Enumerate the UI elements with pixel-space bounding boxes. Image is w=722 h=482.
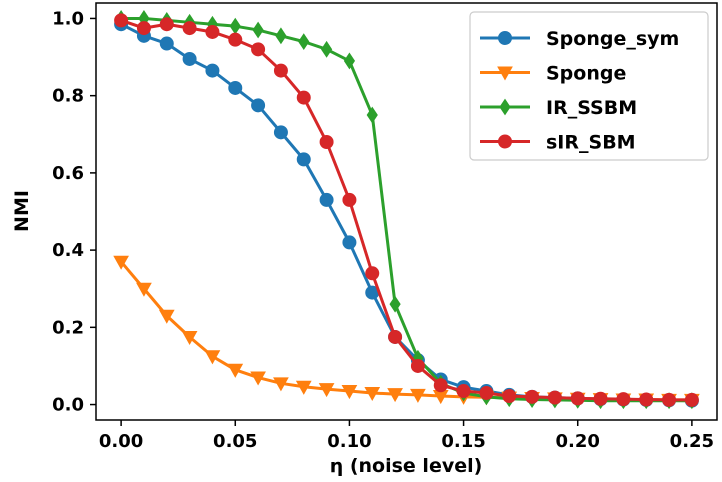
y-tick-label: 1.0 (52, 8, 84, 29)
data-point (114, 13, 129, 28)
data-point (227, 363, 244, 378)
data-point (159, 17, 174, 32)
y-tick-label: 0.2 (52, 317, 84, 338)
data-point (479, 385, 494, 400)
data-point (113, 255, 129, 270)
data-point (204, 350, 221, 365)
legend-items: Sponge_sym Sponge IR_SSBM sIR_SBM (480, 28, 679, 154)
data-point (136, 21, 151, 36)
series-sIR_SBM (114, 13, 699, 407)
legend-entry: IR_SSBM (480, 97, 637, 119)
data-point (182, 21, 197, 36)
axis-ticks: 0.00 0.05 0.10 0.15 0.20 0.25 0.0 0.2 0.4 0.6 0.8 1… (52, 8, 714, 452)
x-tick-label: 0.25 (670, 431, 714, 452)
x-tick-label: 0.10 (327, 431, 371, 452)
data-point (433, 378, 448, 393)
data-point (547, 390, 562, 405)
data-point (525, 389, 540, 404)
data-point (410, 388, 426, 403)
data-point (662, 392, 677, 407)
data-point (320, 40, 333, 58)
x-axis-label: η (noise level) (330, 455, 483, 477)
legend-marker (499, 98, 511, 116)
data-point (410, 358, 425, 373)
data-point (205, 63, 220, 78)
data-point (570, 391, 585, 406)
data-point (296, 90, 311, 105)
legend-entry: Sponge (480, 63, 626, 85)
legend: Sponge_sym Sponge IR_SSBM sIR_SBM (469, 11, 709, 161)
legend-marker (497, 66, 513, 81)
data-point (250, 371, 266, 386)
data-point (343, 52, 356, 70)
data-point (318, 383, 335, 398)
data-point (342, 192, 357, 207)
y-tick-label: 0.6 (52, 163, 84, 184)
data-point (639, 392, 654, 407)
data-point (684, 392, 699, 407)
legend-marker (498, 31, 512, 45)
y-tick-label: 0.4 (52, 240, 84, 261)
data-point (158, 309, 175, 324)
data-point (182, 51, 197, 66)
data-point (365, 266, 380, 281)
data-point (616, 392, 631, 407)
data-point (228, 32, 243, 47)
data-point (319, 135, 334, 149)
legend-label: Sponge (546, 63, 626, 85)
legend-entry: Sponge_sym (480, 28, 679, 50)
y-tick-label: 0.8 (52, 86, 84, 107)
data-point (366, 106, 378, 124)
x-tick-label: 0.20 (556, 431, 600, 452)
data-point (229, 17, 241, 35)
x-tick-label: 0.00 (99, 431, 143, 452)
data-point (296, 152, 311, 167)
data-point (388, 329, 403, 344)
data-point (273, 63, 288, 78)
legend-box (469, 11, 709, 161)
series-layer (113, 10, 700, 410)
legend-label: Sponge_sym (546, 28, 679, 50)
legend-label: sIR_SBM (546, 132, 636, 154)
y-axis-label: NMI (11, 190, 33, 232)
data-point (228, 80, 243, 95)
y-tick-label: 0.0 (52, 395, 84, 416)
data-point (251, 42, 266, 57)
data-point (295, 380, 312, 395)
data-point (389, 295, 401, 313)
legend-marker (498, 134, 512, 149)
data-point (273, 377, 289, 392)
legend-label: IR_SSBM (546, 97, 637, 119)
data-point (273, 125, 288, 140)
data-point (593, 391, 608, 406)
data-point (205, 24, 220, 39)
data-point (456, 384, 471, 399)
legend-entry: sIR_SBM (480, 132, 636, 154)
plot-frame (95, 2, 718, 421)
x-tick-label: 0.05 (213, 431, 257, 452)
data-point (159, 36, 174, 51)
data-point (136, 282, 152, 297)
x-tick-label: 0.15 (441, 431, 485, 452)
data-point (319, 192, 334, 207)
data-point (341, 385, 358, 400)
data-point (275, 27, 287, 45)
data-point (251, 98, 266, 113)
data-point (298, 33, 310, 51)
data-point (387, 388, 403, 403)
data-point (364, 386, 381, 401)
data-point (181, 330, 198, 346)
data-point (502, 389, 517, 404)
data-point (342, 235, 357, 250)
data-point (252, 21, 264, 39)
